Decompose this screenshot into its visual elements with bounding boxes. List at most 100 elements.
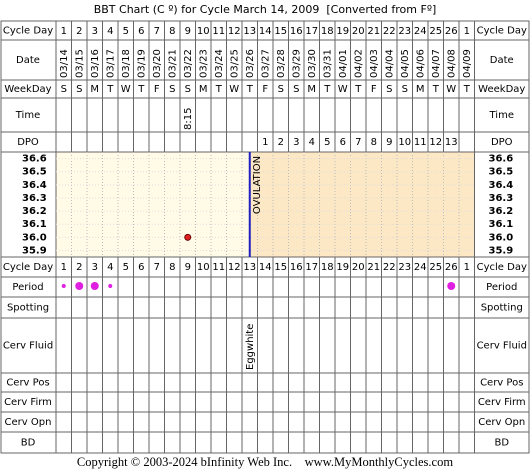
cycle-day: 10 bbox=[197, 26, 210, 37]
row-label: Cycle Day bbox=[3, 26, 53, 37]
cycle-day: 12 bbox=[228, 26, 241, 37]
period-mark bbox=[447, 282, 456, 290]
row-label: WeekDay bbox=[4, 84, 51, 95]
row-border bbox=[0, 317, 530, 374]
cycle-day: 2 bbox=[76, 26, 82, 37]
row-label: Cerv Opn bbox=[478, 417, 525, 428]
cycle-day: 18 bbox=[321, 26, 334, 37]
y-tick-label: 36.2 bbox=[22, 206, 47, 217]
row-label: DPO bbox=[491, 137, 513, 148]
ovulation-label: OVULATION bbox=[252, 156, 263, 214]
copyright: Copyright © 2003-2024 bInfinity Web Inc.… bbox=[77, 455, 453, 469]
cycle-day: 1 bbox=[61, 262, 67, 273]
row-label: Spotting bbox=[481, 303, 523, 314]
date: 03/31 bbox=[322, 49, 333, 78]
date: 03/27 bbox=[260, 49, 271, 78]
cycle-day: 8 bbox=[169, 262, 175, 273]
weekday: S bbox=[278, 84, 284, 95]
cycle-day: 19 bbox=[336, 262, 349, 273]
dpo: 13 bbox=[445, 137, 458, 148]
row-label: BD bbox=[21, 438, 36, 449]
cycle-day: 7 bbox=[154, 26, 160, 37]
date: 03/30 bbox=[307, 49, 318, 78]
date: 03/20 bbox=[152, 49, 163, 78]
cycle-day: 15 bbox=[274, 26, 287, 37]
cycle-day: 20 bbox=[352, 26, 365, 37]
weekday: T bbox=[137, 84, 145, 95]
date: 03/28 bbox=[276, 49, 287, 78]
date: 03/19 bbox=[136, 49, 147, 78]
cycle-day: 21 bbox=[367, 262, 380, 273]
temperature-point bbox=[184, 233, 192, 241]
weekday: S bbox=[293, 84, 299, 95]
y-tick-label: 36.0 bbox=[489, 232, 514, 243]
date: 04/08 bbox=[446, 49, 457, 78]
date: 03/22 bbox=[183, 49, 194, 78]
cerv-fluid: Eggwhite bbox=[245, 324, 256, 370]
weekday: T bbox=[323, 84, 331, 95]
dpo: 1 bbox=[262, 137, 268, 148]
y-tick-label: 36.1 bbox=[22, 219, 47, 230]
row-label: Period bbox=[486, 282, 517, 293]
dpo: 11 bbox=[414, 137, 427, 148]
cycle-day: 23 bbox=[398, 262, 411, 273]
dpo: 12 bbox=[429, 137, 442, 148]
cycle-day: 5 bbox=[123, 26, 129, 37]
cycle-day: 26 bbox=[445, 262, 458, 273]
row-label: Date bbox=[490, 55, 514, 66]
cycle-day: 16 bbox=[290, 26, 303, 37]
cycle-day: 13 bbox=[243, 262, 256, 273]
weekday: F bbox=[371, 84, 377, 95]
weekday: T bbox=[215, 84, 223, 95]
y-tick-label: 36.3 bbox=[22, 193, 47, 204]
weekday: W bbox=[446, 84, 456, 95]
cycle-day: 26 bbox=[445, 26, 458, 37]
cycle-day: 9 bbox=[185, 26, 191, 37]
date: 04/06 bbox=[415, 49, 426, 78]
row-label: Cerv Fluid bbox=[3, 341, 53, 352]
cycle-day: 18 bbox=[321, 262, 334, 273]
date: 04/03 bbox=[369, 49, 380, 78]
cycle-day: 15 bbox=[274, 262, 287, 273]
dpo: 2 bbox=[278, 137, 284, 148]
cycle-day: 17 bbox=[305, 262, 318, 273]
weekday: S bbox=[185, 84, 191, 95]
row-label: Period bbox=[12, 282, 43, 293]
dpo: 6 bbox=[340, 137, 346, 148]
period-mark bbox=[90, 282, 99, 290]
cycle-day: 12 bbox=[228, 262, 241, 273]
row-label: Cerv Firm bbox=[4, 397, 52, 408]
row-label: Cycle Day bbox=[3, 262, 53, 273]
cycle-day: 10 bbox=[197, 262, 210, 273]
row-border bbox=[0, 372, 530, 393]
date: 03/26 bbox=[245, 49, 256, 78]
weekday: F bbox=[262, 84, 268, 95]
cycle-day: 14 bbox=[259, 262, 272, 273]
cycle-day: 11 bbox=[212, 262, 225, 273]
period-mark bbox=[75, 282, 84, 290]
y-tick-label: 36.0 bbox=[22, 232, 47, 243]
date: 03/17 bbox=[105, 49, 116, 78]
date: 04/04 bbox=[384, 49, 395, 78]
row-border bbox=[0, 431, 530, 454]
weekday: S bbox=[61, 84, 67, 95]
weekday: T bbox=[354, 84, 362, 95]
period-mark bbox=[61, 284, 66, 288]
row-label: Cerv Opn bbox=[5, 417, 52, 428]
pre-ovulation-bg bbox=[56, 152, 250, 257]
cycle-day: 6 bbox=[138, 26, 144, 37]
date: 04/01 bbox=[338, 49, 349, 78]
y-tick-label: 36.4 bbox=[489, 180, 514, 191]
row-border bbox=[0, 97, 530, 133]
dpo: 10 bbox=[398, 137, 411, 148]
cycle-day: 3 bbox=[92, 26, 98, 37]
weekday: M bbox=[199, 84, 208, 95]
time: 8:15 bbox=[183, 108, 194, 130]
weekday: W bbox=[229, 84, 239, 95]
row-border bbox=[0, 391, 530, 413]
cycle-day: 1 bbox=[464, 262, 470, 273]
cycle-day: 11 bbox=[212, 26, 225, 37]
date: 03/16 bbox=[90, 49, 101, 78]
cycle-day: 13 bbox=[243, 26, 256, 37]
